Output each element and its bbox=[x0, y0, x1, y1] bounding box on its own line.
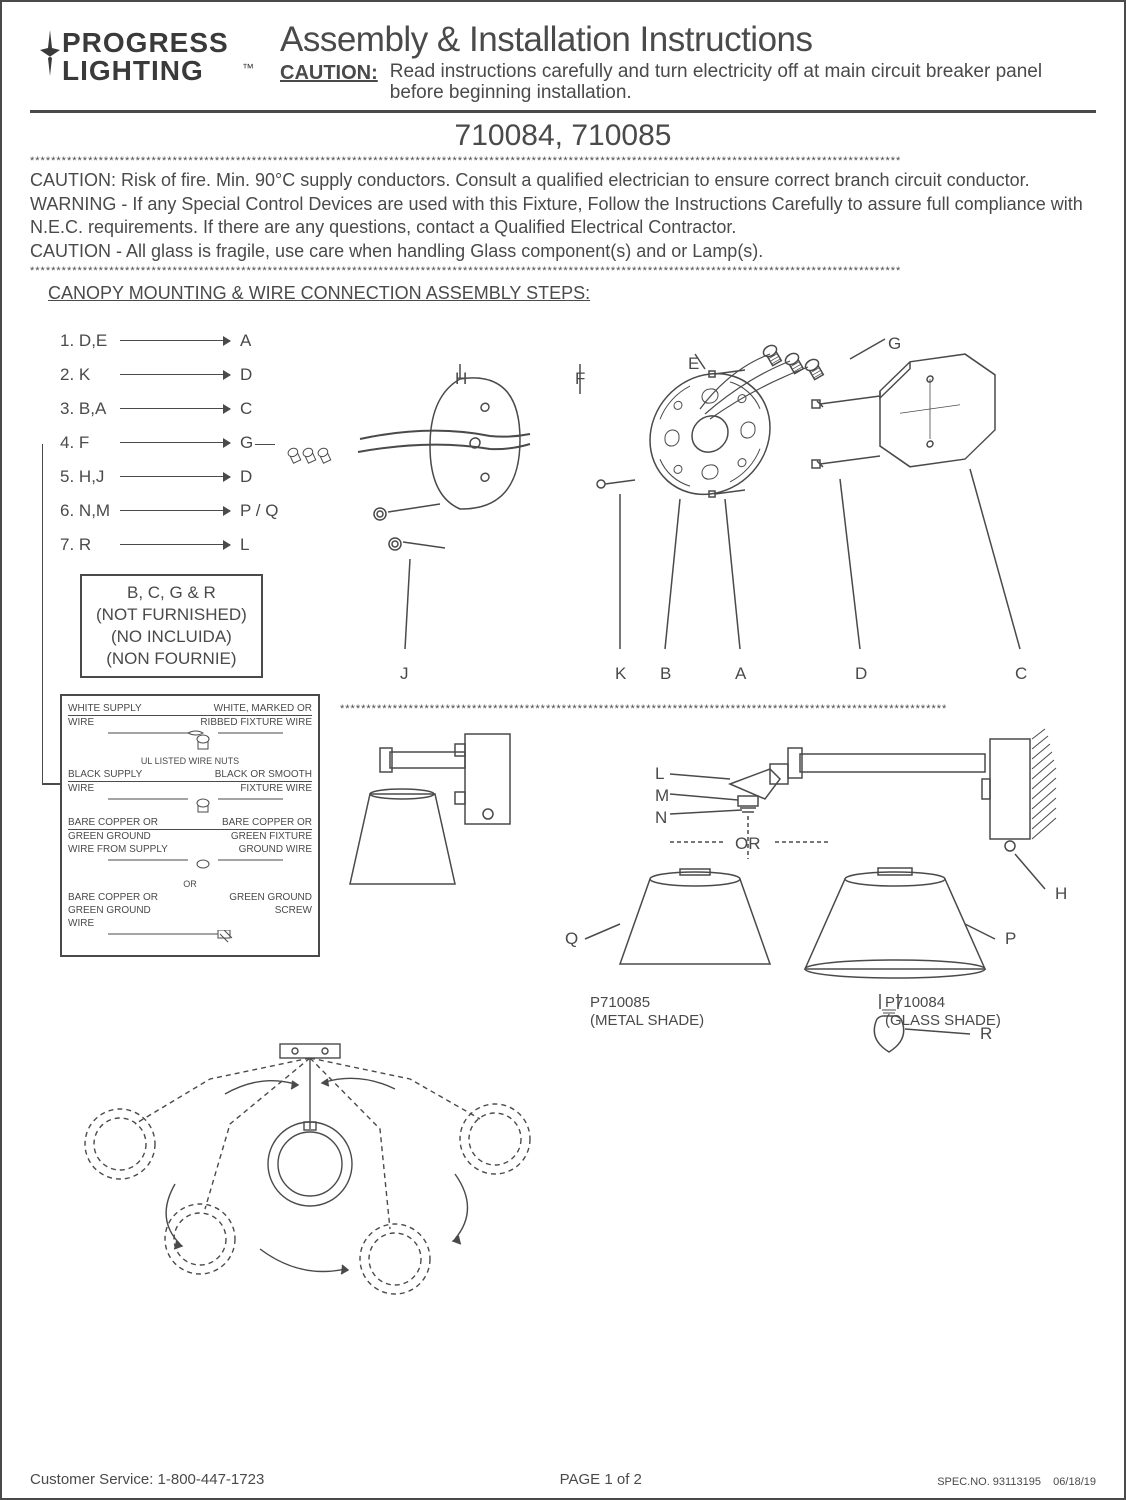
divider bbox=[30, 110, 1096, 113]
page-title: Assembly & Installation Instructions bbox=[280, 20, 1096, 60]
assembly-steps: 1. D,EA 2. KD 3. B,AC 4. FG 5. H,JD 6. N… bbox=[60, 324, 278, 562]
step-7: 7. RL bbox=[60, 528, 278, 562]
glass-shade-label: (GLASS SHADE) bbox=[885, 1012, 1001, 1029]
warning-2: WARNING - If any Special Control Devices… bbox=[30, 193, 1096, 238]
brand-tm: ™ bbox=[242, 61, 254, 75]
star-divider-1: ****************************************… bbox=[30, 155, 1096, 167]
label-k: K bbox=[615, 664, 626, 684]
caution-label: CAUTION: bbox=[280, 62, 378, 85]
metal-shade-model: P710085 bbox=[590, 994, 650, 1011]
caution-text: Read instructions carefully and turn ele… bbox=[390, 62, 1096, 104]
label-m: M bbox=[655, 786, 669, 806]
connector-line bbox=[42, 444, 60, 784]
label-h2: H bbox=[1055, 884, 1067, 904]
nf-2: (NOT FURNISHED) bbox=[96, 604, 247, 626]
step-6: 6. N,MP / Q bbox=[60, 494, 278, 528]
metal-shade-label: (METAL SHADE) bbox=[590, 1012, 704, 1029]
label-e: E bbox=[688, 354, 699, 374]
nf-4: (NON FOURNIE) bbox=[96, 648, 247, 670]
shade-options-diagram bbox=[570, 724, 1080, 1104]
wire-connection-box: WHITE SUPPLYWHITE, MARKED OR WIRERIBBED … bbox=[60, 694, 320, 957]
warning-3: CAUTION - All glass is fragile, use care… bbox=[30, 240, 1096, 263]
star-divider-2: ****************************************… bbox=[30, 265, 1096, 277]
not-furnished-box: B, C, G & R (NOT FURNISHED) (NO INCLUIDA… bbox=[80, 574, 263, 678]
label-l: L bbox=[655, 764, 664, 784]
label-p: P bbox=[1005, 929, 1016, 949]
main-diagram-area: 1. D,EA 2. KD 3. B,AC 4. FG 5. H,JD 6. N… bbox=[30, 314, 1096, 1364]
wire-nuts-icon bbox=[285, 442, 335, 472]
step-4: 4. FG bbox=[60, 426, 278, 460]
swing-motion-diagram bbox=[60, 1034, 540, 1334]
header: PROGRESS LIGHTING ™ Assembly & Installat… bbox=[30, 20, 1096, 104]
nf-1: B, C, G & R bbox=[96, 582, 247, 604]
spec-info: SPEC.NO. 93113195 06/18/19 bbox=[937, 1476, 1096, 1488]
label-c: C bbox=[1015, 664, 1027, 684]
step-1: 1. D,EA bbox=[60, 324, 278, 358]
page-number: PAGE 1 of 2 bbox=[560, 1471, 642, 1488]
brand-logo: PROGRESS LIGHTING ™ bbox=[30, 20, 260, 100]
step-3: 3. B,AC bbox=[60, 392, 278, 426]
label-b: B bbox=[660, 664, 671, 684]
page: PROGRESS LIGHTING ™ Assembly & Installat… bbox=[0, 0, 1126, 1500]
brand-line1: PROGRESS bbox=[62, 27, 229, 58]
header-text: Assembly & Installation Instructions CAU… bbox=[280, 20, 1096, 104]
label-a: A bbox=[735, 664, 746, 684]
label-j: J bbox=[400, 664, 409, 684]
label-or: OR bbox=[735, 834, 761, 854]
brand-line2: LIGHTING bbox=[62, 55, 204, 86]
label-d: D bbox=[855, 664, 867, 684]
step-2: 2. KD bbox=[60, 358, 278, 392]
connector-line-2 bbox=[42, 784, 60, 785]
label-q: Q bbox=[565, 929, 578, 949]
customer-service: Customer Service: 1-800-447-1723 bbox=[30, 1471, 264, 1488]
star-divider-3: ****************************************… bbox=[340, 703, 1080, 715]
label-n: N bbox=[655, 808, 667, 828]
warning-1: CAUTION: Risk of fire. Min. 90°C supply … bbox=[30, 169, 1096, 192]
section-title: CANOPY MOUNTING & WIRE CONNECTION ASSEMB… bbox=[48, 283, 1096, 304]
model-numbers: 710084, 710085 bbox=[30, 119, 1096, 153]
fixture-side-view bbox=[340, 724, 560, 924]
glass-shade-model: P710084 bbox=[885, 994, 945, 1011]
label-g: G bbox=[888, 334, 901, 354]
nf-3: (NO INCLUIDA) bbox=[96, 626, 247, 648]
label-h: H bbox=[455, 369, 467, 389]
step-5: 5. H,JD bbox=[60, 460, 278, 494]
footer: Customer Service: 1-800-447-1723 PAGE 1 … bbox=[30, 1471, 1096, 1488]
exploded-diagram bbox=[340, 314, 1080, 694]
label-f: F bbox=[575, 369, 585, 389]
connector-line-3 bbox=[255, 444, 275, 445]
